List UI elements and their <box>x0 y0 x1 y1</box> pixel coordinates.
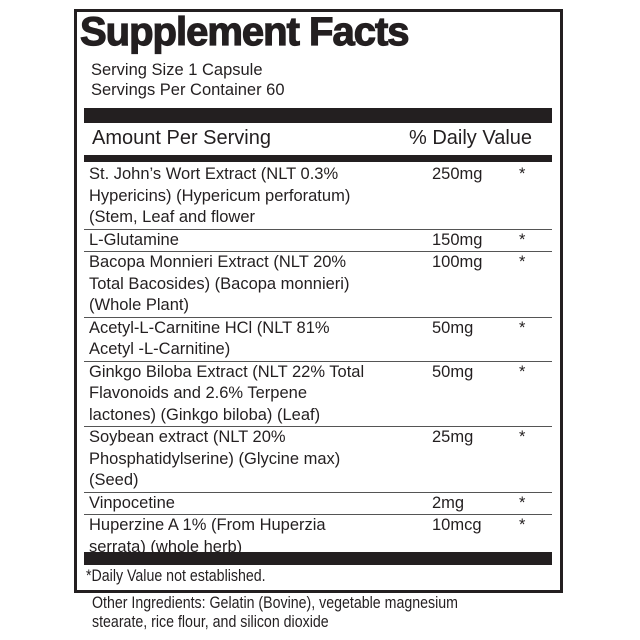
ingredient-row: St. John’s Wort Extract (NLT 0.3% Hyperic… <box>84 164 552 230</box>
serving-size: Serving Size 1 Capsule <box>91 61 263 79</box>
ingredient-row: Huperzine A 1% (From Huperzia serrata) (w… <box>84 515 552 558</box>
ingredient-name: St. John’s Wort Extract (NLT 0.3% Hyperic… <box>84 164 429 229</box>
ingredient-name-line: Acetyl-L-Carnitine HCl (NLT 81% <box>89 318 330 337</box>
ingredient-name: L-Glutamine <box>84 230 429 252</box>
ingredient-daily-value: * <box>519 165 526 183</box>
ingredient-daily-value: * <box>519 362 526 381</box>
ingredient-name: Huperzine A 1% (From Huperzia serrata) (w… <box>84 515 429 558</box>
footnote: *Daily Value not established. <box>86 567 266 585</box>
ingredient-daily-value: * <box>519 493 526 512</box>
ingredient-row: Bacopa Monnieri Extract (NLT 20% Total Ba… <box>84 252 552 318</box>
ingredient-daily-value: * <box>519 318 526 337</box>
medium-divider <box>84 155 552 162</box>
ingredient-row: L-Glutamine 150mg * <box>84 230 552 252</box>
ingredient-row: Vinpocetine 2mg * <box>84 493 552 515</box>
ingredient-row: Soybean extract (NLT 20% Phosphatidylseri… <box>84 427 552 493</box>
ingredient-name-line: Acetyl -L-Carnitine) <box>89 340 231 358</box>
ingredient-daily-value: * <box>519 230 526 249</box>
ingredient-name-line: Soybean extract (NLT 20% <box>89 428 286 446</box>
ingredient-amount: 150mg <box>432 230 483 249</box>
ingredient-amount: 2mg <box>432 493 465 512</box>
ingredient-name: Bacopa Monnieri Extract (NLT 20% Total Ba… <box>84 252 429 317</box>
daily-value-header: % Daily Value <box>409 127 533 149</box>
ingredient-name-line: (Stem, Leaf and flower <box>89 208 255 226</box>
ingredient-name-line: Hypericins) (Hypericum perforatum) <box>89 186 351 205</box>
ingredient-amount: 10mcg <box>432 516 482 534</box>
ingredient-amount: 100mg <box>432 253 483 271</box>
ingredient-amount: 250mg <box>432 165 483 183</box>
ingredient-amount: 50mg <box>432 318 474 337</box>
ingredient-name-line: lactones) (Ginkgo biloba) (Leaf) <box>89 405 321 424</box>
ingredient-daily-value: * <box>519 516 526 534</box>
ingredient-name-line: Huperzine A 1% (From Huperzia <box>89 516 326 534</box>
panel-title: Supplement Facts <box>79 9 410 54</box>
ingredient-row: Ginkgo Biloba Extract (NLT 22% Total Flav… <box>84 362 552 427</box>
ingredient-daily-value: * <box>519 428 526 446</box>
ingredient-amount: 50mg <box>432 362 474 381</box>
ingredient-name-line: Bacopa Monnieri Extract (NLT 20% <box>89 253 347 271</box>
ingredient-name-line: (Seed) <box>89 471 139 489</box>
thick-divider <box>84 108 552 123</box>
ingredient-daily-value: * <box>519 253 526 271</box>
ingredient-name-line: serrata) (whole herb) <box>89 537 243 556</box>
other-ingredients-line: Other Ingredients: Gelatin (Bovine), veg… <box>92 594 458 612</box>
other-ingredients-line: stearate, rice flour, and silicon dioxid… <box>92 613 329 631</box>
ingredient-table: St. John’s Wort Extract (NLT 0.3% Hyperic… <box>84 164 552 558</box>
thick-divider-bottom <box>84 552 552 565</box>
ingredient-name-line: Flavonoids and 2.6% Terpene <box>89 384 308 402</box>
amount-per-serving-header: Amount Per Serving <box>92 127 271 149</box>
ingredient-name: Soybean extract (NLT 20% Phosphatidylseri… <box>84 427 429 492</box>
other-ingredients: Other Ingredients: Gelatin (Bovine), veg… <box>92 594 458 632</box>
ingredient-row: Acetyl-L-Carnitine HCl (NLT 81% Acetyl -L… <box>84 318 552 362</box>
ingredient-name-line: St. John’s Wort Extract (NLT 0.3% <box>89 165 339 183</box>
ingredient-name-line: L-Glutamine <box>89 230 179 249</box>
servings-per-container: Servings Per Container 60 <box>91 81 285 99</box>
ingredient-name: Ginkgo Biloba Extract (NLT 22% Total Flav… <box>84 362 429 427</box>
ingredient-name-line: Ginkgo Biloba Extract (NLT 22% Total <box>89 362 365 381</box>
ingredient-name: Acetyl-L-Carnitine HCl (NLT 81% Acetyl -L… <box>84 318 429 361</box>
ingredient-name-line: (Whole Plant) <box>89 296 189 314</box>
ingredient-name-line: Phosphatidylserine) (Glycine max) <box>89 449 341 468</box>
supplement-facts-panel <box>74 9 563 593</box>
ingredient-name-line: Vinpocetine <box>89 493 175 512</box>
ingredient-name-line: Total Bacosides) (Bacopa monnieri) <box>89 274 350 293</box>
ingredient-amount: 25mg <box>432 428 474 446</box>
ingredient-name: Vinpocetine <box>84 493 429 515</box>
